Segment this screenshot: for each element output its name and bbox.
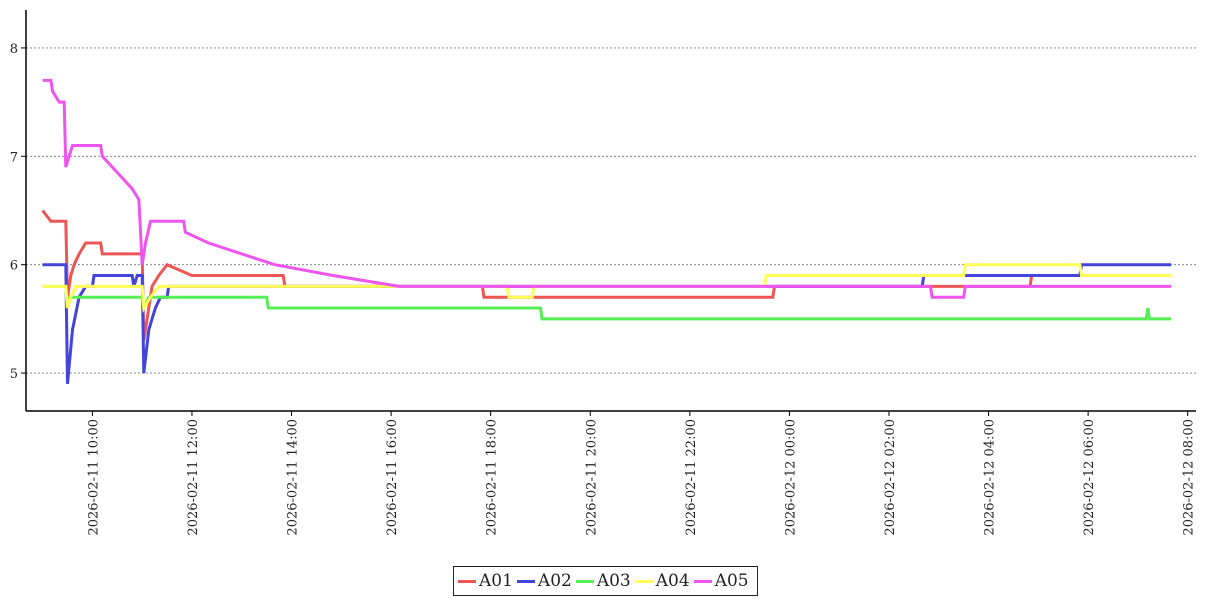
legend-item-a02: A02 bbox=[516, 571, 572, 591]
x-tick-label: 2026-02-11 10:00 bbox=[86, 419, 101, 536]
legend-label: A05 bbox=[714, 571, 749, 591]
legend-swatch bbox=[634, 579, 653, 583]
x-tick-label: 2026-02-11 14:00 bbox=[286, 419, 301, 536]
x-tick-label: 2026-02-11 16:00 bbox=[385, 419, 400, 536]
legend-swatch bbox=[575, 579, 594, 583]
legend-swatch bbox=[458, 579, 476, 583]
x-tick-label: 2026-02-12 00:00 bbox=[783, 419, 798, 536]
axes bbox=[25, 10, 1196, 412]
x-tick-label: 2026-02-11 12:00 bbox=[186, 419, 201, 536]
y-tick-label: 5 bbox=[10, 367, 18, 382]
legend-item-a01: A01 bbox=[458, 571, 513, 591]
series-line-a05 bbox=[42, 78, 1172, 299]
legend: A01 A02 A03 A04 A05 bbox=[453, 566, 758, 596]
x-tick-label: 2026-02-11 20:00 bbox=[584, 419, 599, 536]
x-tick-label: 2026-02-12 06:00 bbox=[1082, 419, 1097, 536]
y-tick-label: 6 bbox=[10, 259, 18, 274]
grid-lines bbox=[26, 47, 1196, 374]
legend-item-a03: A03 bbox=[575, 571, 631, 591]
legend-swatch bbox=[516, 579, 535, 583]
x-tick-label: 2026-02-12 08:00 bbox=[1182, 419, 1197, 536]
x-tick-label: 2026-02-12 04:00 bbox=[983, 419, 998, 536]
x-ticks: 2026-02-11 10:00 2026-02-11 12:00 2026-02-… bbox=[86, 411, 1197, 536]
series-line-a01 bbox=[41, 209, 1172, 341]
y-tick-label: 8 bbox=[10, 42, 18, 57]
legend-label: A03 bbox=[596, 571, 631, 591]
legend-label: A02 bbox=[537, 571, 572, 591]
series-line-a04 bbox=[42, 263, 1172, 313]
legend-swatch bbox=[693, 579, 712, 583]
series-lines bbox=[41, 78, 1172, 385]
series-line-a02 bbox=[42, 263, 1172, 385]
x-tick-label: 2026-02-11 18:00 bbox=[485, 419, 500, 536]
legend-item-a05: A05 bbox=[693, 571, 749, 591]
y-ticks: 5 6 7 8 bbox=[10, 42, 26, 382]
legend-label: A04 bbox=[655, 571, 690, 591]
x-tick-label: 2026-02-11 22:00 bbox=[684, 419, 699, 536]
x-tick-label: 2026-02-12 02:00 bbox=[883, 419, 898, 536]
series-line-a03 bbox=[42, 284, 1172, 321]
y-tick-label: 7 bbox=[10, 150, 18, 165]
legend-item-a04: A04 bbox=[634, 571, 690, 591]
legend-label: A01 bbox=[479, 571, 513, 591]
